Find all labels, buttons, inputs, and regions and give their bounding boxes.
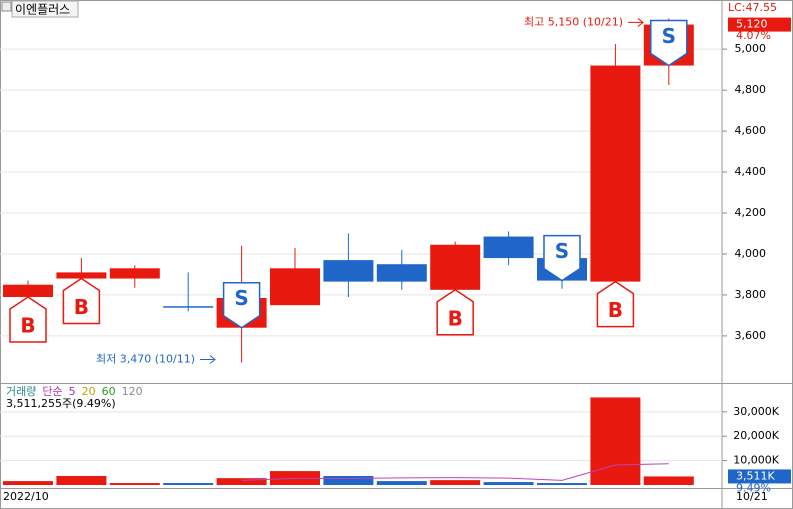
volume-bar xyxy=(56,475,107,485)
signal-marker: S xyxy=(222,281,261,329)
candle-body xyxy=(3,284,53,297)
signal-marker: S xyxy=(650,19,688,67)
y-tick-label: 4,200 xyxy=(735,206,767,219)
x-label: 10/21 xyxy=(736,490,768,503)
icon[interactable] xyxy=(1,1,12,12)
signal-label: B xyxy=(448,306,463,330)
title-box xyxy=(11,0,79,18)
legend-item: 20 xyxy=(82,385,96,398)
volume-info: 3,511,255주(9.49%) xyxy=(6,397,116,410)
candle-body xyxy=(376,264,427,282)
signal-shape xyxy=(436,288,474,336)
volume-bar xyxy=(376,481,427,485)
x-label: 2022/10 xyxy=(3,490,49,503)
signal-label: S xyxy=(234,286,248,310)
volume-bar xyxy=(430,480,481,485)
y-tick-label: 4,800 xyxy=(735,83,767,96)
signal-marker: B xyxy=(596,280,635,328)
y-tick-label: 4,000 xyxy=(735,247,767,260)
signal-shape xyxy=(62,277,101,325)
signal-shape xyxy=(650,19,688,67)
volume-box xyxy=(728,469,791,484)
signal-shape xyxy=(596,280,635,328)
candle-body xyxy=(56,272,107,279)
candle-body xyxy=(590,65,641,282)
y-tick-label: 4,600 xyxy=(735,124,767,137)
ma5-line xyxy=(241,463,669,481)
volume-bar xyxy=(483,482,534,485)
signal-label: B xyxy=(608,298,623,322)
signal-label: B xyxy=(20,313,35,337)
signal-label: S xyxy=(555,239,569,263)
volume-bar xyxy=(216,478,267,485)
volume-bar xyxy=(323,475,374,485)
candle-body xyxy=(323,260,374,282)
y-tick-label: 4,400 xyxy=(735,165,767,178)
volume-bar xyxy=(643,476,694,485)
signal-shape xyxy=(222,281,261,329)
chart-title: 이엔플러스 xyxy=(15,3,70,17)
signal-shape xyxy=(543,234,581,282)
legend-item: 단순 xyxy=(42,385,62,398)
legend-item: 120 xyxy=(122,385,143,398)
volume-bar xyxy=(3,481,53,485)
annotation: 최고 5,150 (10/21) xyxy=(524,15,623,28)
lc-label: LC:47.55 xyxy=(728,1,777,14)
volume-bar xyxy=(163,483,214,485)
change-label: 4.07% xyxy=(736,29,771,42)
y-tick-label: 3,800 xyxy=(735,288,767,301)
y-tick-label: 30,000K xyxy=(733,405,779,418)
y-tick-label: 5,000 xyxy=(735,42,767,55)
signal-marker: S xyxy=(543,234,581,282)
y-tick-label: 10,000K xyxy=(733,454,779,467)
signal-shape xyxy=(9,296,47,343)
annotation: 최저 3,470 (10/11) xyxy=(96,353,195,366)
volume-label: 3,511K xyxy=(736,469,775,482)
annotation-arrow xyxy=(628,18,644,27)
y-tick-label: 20,000K xyxy=(733,429,779,442)
volume-bar xyxy=(109,483,160,485)
candle-body xyxy=(430,244,481,290)
signal-marker: B xyxy=(62,277,101,325)
annotation-arrow xyxy=(200,355,216,364)
volume-bar xyxy=(537,483,587,485)
candle-body xyxy=(483,236,534,259)
y-tick-label: 3,600 xyxy=(735,329,767,342)
signal-marker: B xyxy=(436,288,474,336)
price-box xyxy=(728,17,791,32)
volume-bar xyxy=(590,397,641,485)
candle-body xyxy=(163,306,214,308)
price-label: 5,120 xyxy=(736,18,768,31)
legend-item: 60 xyxy=(102,385,116,398)
candle-body xyxy=(109,268,160,279)
legend-item: 거래량 xyxy=(6,385,36,398)
signal-label: B xyxy=(74,295,89,319)
legend-item: 5 xyxy=(69,385,76,398)
candle-body xyxy=(270,268,320,306)
volume-pct: 9.49% xyxy=(736,481,771,494)
signal-marker: B xyxy=(9,296,47,343)
signal-label: S xyxy=(662,24,676,48)
